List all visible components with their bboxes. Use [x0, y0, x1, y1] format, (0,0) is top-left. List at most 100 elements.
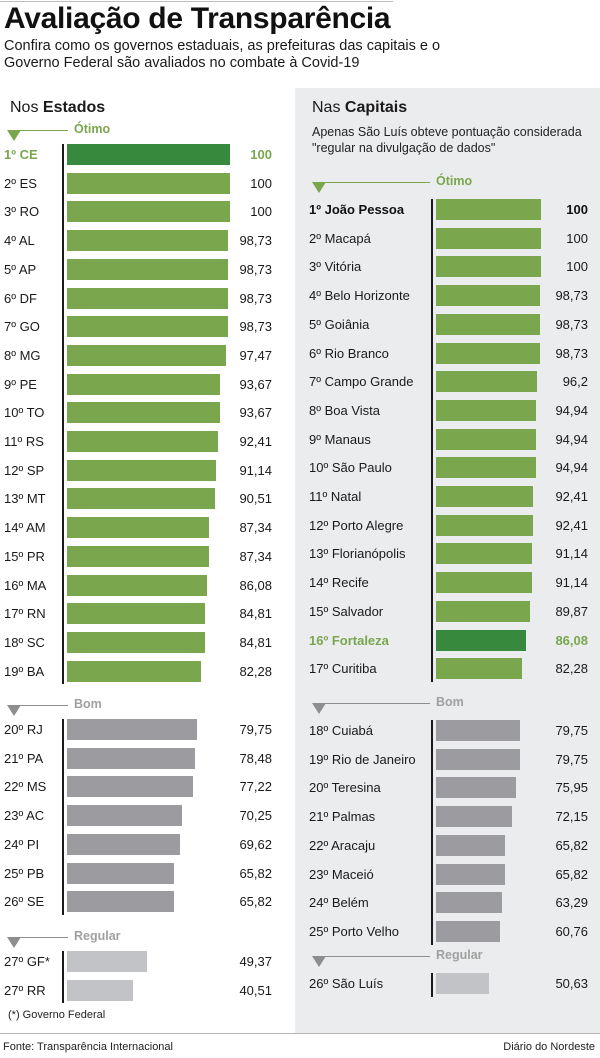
state-value-label: 87,34 [239, 520, 272, 536]
capital-axis-line-bom [431, 720, 433, 945]
category-line [313, 703, 430, 704]
category-label: Ótimo [436, 174, 473, 188]
state-name: 12º SP [4, 462, 45, 478]
state-name: 10º TO [4, 405, 45, 421]
capital-name: 8º Boa Vista [309, 402, 380, 418]
capital-row: 21º Palmas 72,15 [309, 806, 588, 828]
capital-row: 12º Porto Alegre 92,41 [309, 514, 588, 537]
capital-value-label: 86,08 [555, 632, 588, 648]
state-value-label: 90,51 [239, 491, 272, 507]
state-row: 21º PA 78,48 [4, 747, 272, 770]
capital-name: 17º Curitiba [309, 661, 377, 677]
triangle-down-icon [7, 705, 21, 716]
capital-row: 25º Porto Velho 60,76 [309, 920, 588, 943]
capital-bar [436, 399, 536, 421]
state-row: 13º MT 90,51 [4, 488, 272, 510]
capital-name: 5º Goiânia [309, 316, 370, 332]
triangle-down-icon [7, 130, 21, 141]
state-value-label: 100 [250, 175, 272, 191]
capital-value-label: 94,94 [555, 402, 588, 418]
capital-row: 19º Rio de Janeiro 79,75 [309, 748, 588, 771]
state-value-label: 86,08 [239, 577, 272, 593]
capital-bar [436, 973, 490, 994]
state-name: 27º GF* [4, 954, 50, 969]
capital-row: 17º Curitiba 82,28 [309, 658, 588, 680]
state-name: 16º MA [4, 577, 47, 593]
capital-value-label: 63,29 [555, 895, 588, 911]
state-bar [67, 488, 215, 510]
capital-name: 7º Campo Grande [309, 374, 414, 390]
capital-row: 7º Campo Grande 96,2 [309, 371, 588, 393]
category-line [8, 130, 68, 131]
capital-name: 13º Florianópolis [309, 546, 406, 562]
capital-name: 25º Porto Velho [309, 923, 400, 939]
state-name: 15º PR [4, 548, 45, 564]
capital-name: 11º Natal [309, 489, 362, 504]
capital-value-label: 79,75 [555, 723, 588, 738]
capital-value-label: 94,94 [555, 431, 588, 447]
state-bar [67, 545, 210, 567]
state-row: 10º TO 93,67 [4, 402, 272, 424]
capital-bar [436, 748, 520, 770]
state-name: 25º PB [4, 865, 45, 881]
capital-row: 8º Boa Vista 94,94 [309, 399, 588, 422]
state-name: 22º MS [4, 779, 47, 795]
state-name: 26º SE [4, 894, 45, 910]
capital-value-label: 94,94 [555, 460, 588, 476]
capital-bar [436, 199, 541, 220]
capital-bar [436, 720, 520, 741]
page-title: Avaliação de Transparência [4, 2, 391, 35]
state-value-label: 100 [250, 147, 272, 162]
category-label: Bom [436, 695, 464, 709]
capital-value-label: 79,75 [555, 751, 588, 767]
state-name: 17º RN [4, 606, 46, 622]
capital-value-label: 91,14 [555, 575, 588, 591]
triangle-down-icon [312, 703, 326, 714]
capital-axis-line-otimo [431, 199, 433, 682]
top-rule [0, 1, 393, 2]
capital-bar [436, 371, 537, 393]
bottom-rule [0, 1033, 600, 1034]
state-name: 3º RO [4, 204, 40, 220]
state-axis-line-regular [62, 951, 64, 1004]
category-label: Regular [436, 948, 483, 962]
state-row: 22º MS 77,22 [4, 776, 272, 798]
triangle-down-icon [312, 182, 326, 193]
capital-name: 4º Belo Horizonte [309, 288, 410, 304]
state-value-label: 82,28 [239, 663, 272, 679]
state-value-label: 91,14 [239, 462, 272, 478]
capital-row: 20º Teresina 75,95 [309, 777, 588, 799]
state-bar [67, 459, 216, 481]
state-value-label: 92,41 [239, 434, 272, 449]
capital-value-label: 65,82 [555, 837, 588, 853]
state-row: 23º AC 70,25 [4, 805, 272, 827]
capital-bar [436, 658, 523, 680]
capital-row: 15º Salvador 89,87 [309, 600, 588, 623]
page-subtitle: Confira como os governos estaduais, as p… [4, 38, 441, 71]
state-value-label: 84,81 [239, 634, 272, 650]
state-name: 24º PI [4, 836, 40, 852]
state-value-label: 49,37 [239, 954, 272, 969]
capital-name: 18º Cuiabá [309, 723, 374, 738]
state-value-label: 65,82 [239, 894, 272, 910]
capital-row: 13º Florianópolis 91,14 [309, 543, 588, 565]
capital-row: 23º Maceió 65,82 [309, 863, 588, 886]
capital-value-label: 91,14 [555, 546, 588, 562]
state-value-label: 98,73 [239, 261, 272, 277]
state-value-label: 70,25 [239, 808, 272, 824]
capital-row: 24º Belém 63,29 [309, 892, 588, 914]
state-row: 5º AP 98,73 [4, 258, 272, 281]
capital-bar [436, 572, 532, 594]
state-value-label: 79,75 [239, 722, 272, 737]
state-bar [67, 776, 193, 798]
capital-bar [436, 256, 541, 278]
capital-bar [436, 313, 540, 335]
capital-name: 14º Recife [309, 575, 369, 591]
capital-bar [436, 428, 536, 450]
state-axis-line-otimo [62, 144, 64, 685]
capital-row: 26º São Luís 50,63 [309, 973, 588, 995]
state-value-label: 93,67 [239, 376, 272, 392]
state-bar [67, 891, 175, 913]
capital-value-label: 98,73 [555, 345, 588, 361]
state-value-label: 98,73 [239, 290, 272, 306]
